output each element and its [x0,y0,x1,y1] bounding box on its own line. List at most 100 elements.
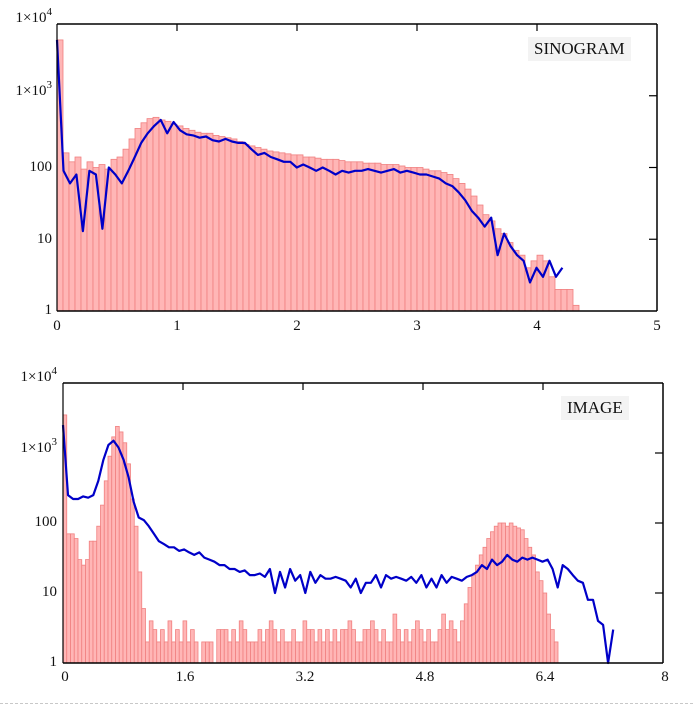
x-tick-label: 1 [173,318,181,334]
histogram-bar [253,641,259,664]
histogram-bar [336,641,341,664]
histogram-bar [302,156,310,312]
y-tick-label-1e3: 1×103 [15,79,52,100]
histogram-bar [148,620,154,664]
histogram-bar [325,629,330,664]
histogram-bar [452,629,458,664]
histogram-bar [290,154,298,312]
histogram-bar [500,233,508,312]
histogram-bar [523,538,529,664]
histogram-bar [140,122,148,312]
histogram-bar [283,641,289,664]
histogram-bar [96,525,101,664]
histogram-bar [407,641,413,664]
y-tick-label-10: 10 [37,231,52,247]
histogram-bar [362,162,370,312]
histogram-bar [115,425,120,664]
histogram-bar [512,249,520,312]
histogram-bar [205,641,210,664]
histogram-bar [235,641,240,664]
histogram-bar [238,620,244,664]
page-divider [0,703,693,704]
histogram-bar [246,641,251,664]
histogram-bar [223,629,229,664]
histogram-bar [320,158,328,312]
histogram-bar [482,546,488,664]
histogram-bar [206,132,214,312]
histogram-bar [224,137,232,312]
histogram-bar [535,571,540,664]
histogram-bar [368,162,376,312]
histogram-bar [538,580,544,664]
histogram-bar [430,641,435,664]
histogram-bar [418,629,424,664]
histogram-bar [506,242,514,312]
histogram-bar [460,620,465,664]
histogram-bar [298,641,304,664]
histogram-bar [110,158,118,312]
histogram-bar [426,629,431,664]
histogram-bar [347,620,353,664]
histogram-bar [386,164,394,312]
histogram-bar [475,564,480,664]
histogram-bar [512,525,518,664]
x-tick-label: 2 [293,318,301,334]
histogram-bar [314,157,322,312]
histogram-bar [164,120,172,312]
histogram-bar [80,168,88,312]
histogram-bar [302,620,308,664]
x-tick-label: 5 [653,318,661,334]
image-chart: 1×104 1×103 100 10 1 0 1.6 3.2 4.8 6.4 8… [0,355,693,695]
axes-frame [56,23,658,312]
histogram-bar [182,128,190,312]
histogram-bar [306,629,311,664]
histogram-bar [146,118,154,312]
histogram-bar [404,167,412,312]
curve-line [61,425,615,665]
histogram-bar [434,170,442,312]
y-tick-label-1e4: 1×104 [20,365,57,386]
histogram-bar [230,138,238,312]
histogram-bar [100,504,105,664]
histogram-bar [242,629,248,664]
histogram-bar [380,164,388,312]
histogram-bar [231,629,236,664]
histogram-bar [373,629,379,664]
histogram-bar [554,288,562,312]
histogram-bar [396,629,401,664]
histogram-bar [287,641,293,664]
histogram-bar [340,629,345,664]
histogram-bar [268,620,274,664]
histogram-bar [73,538,79,664]
histogram-bar [326,158,334,312]
histogram-bar [220,629,225,664]
y-tick-label-1e4: 1×104 [15,6,52,27]
histogram-bar [163,641,169,664]
histogram-bar [548,276,556,312]
histogram-bar [85,559,90,664]
histogram-bar [175,629,180,664]
histogram-bar [208,641,214,664]
histogram-bars [56,39,580,312]
histogram-bar [385,641,390,664]
histogram-bar [440,172,448,312]
histogram-bar [167,620,173,664]
histogram-bar [572,304,580,312]
histogram-bar [542,592,548,664]
histogram-bar [343,629,349,664]
histogram-bar [77,559,83,664]
sinogram-chart: 1×104 1×103 100 10 1 0 1 2 3 4 5 SINOGRA… [0,0,693,345]
histogram-bar [176,125,184,312]
histogram-bar [130,498,135,664]
y-tick-label-100: 100 [34,514,58,530]
histogram-bar [158,119,166,312]
histogram-bar [546,613,551,664]
histogram-bar [70,533,75,664]
chart-annotation-sinogram: SINOGRAM [528,37,631,61]
histogram-bar [416,167,424,312]
histogram-bar [186,641,191,664]
histogram-bar [351,629,356,664]
histogram-bar [133,525,139,664]
histogram-bar [437,629,443,664]
histogram-bar [531,554,536,664]
